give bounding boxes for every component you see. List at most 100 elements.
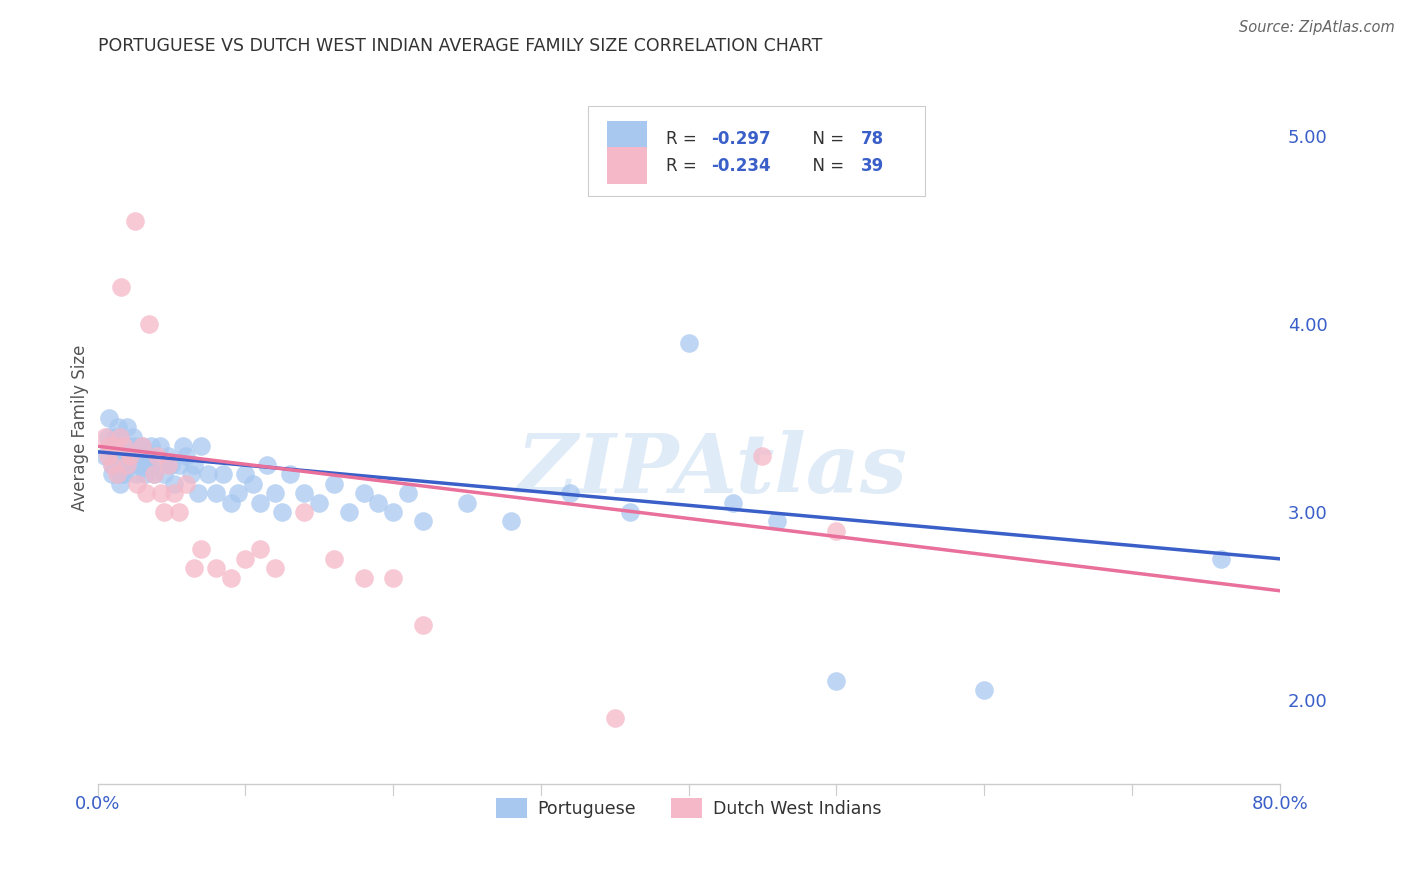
Point xyxy=(101,458,124,472)
Point xyxy=(121,449,143,463)
Point xyxy=(167,458,190,472)
Point xyxy=(134,467,156,482)
Text: ZIPAtlas: ZIPAtlas xyxy=(517,430,908,510)
Point xyxy=(105,449,128,463)
Point xyxy=(308,495,330,509)
Point xyxy=(183,458,205,472)
Point xyxy=(219,571,242,585)
Point xyxy=(603,711,626,725)
Point xyxy=(219,495,242,509)
Point xyxy=(172,439,194,453)
Point xyxy=(132,458,155,472)
Point xyxy=(104,439,127,453)
Point xyxy=(94,449,117,463)
Point xyxy=(150,486,173,500)
Point xyxy=(120,449,142,463)
Point xyxy=(138,458,160,472)
Point xyxy=(117,439,139,453)
Point xyxy=(249,542,271,557)
Point xyxy=(108,430,131,444)
Point xyxy=(233,467,256,482)
Point xyxy=(396,486,419,500)
Point xyxy=(323,551,346,566)
Point xyxy=(111,458,134,472)
Point xyxy=(294,486,316,500)
Point xyxy=(204,561,226,575)
Text: 78: 78 xyxy=(862,130,884,148)
Point xyxy=(124,439,146,453)
Point xyxy=(187,486,209,500)
Point xyxy=(142,467,165,482)
Point xyxy=(825,524,848,538)
Point xyxy=(264,486,287,500)
Point xyxy=(98,439,121,453)
Point xyxy=(131,439,153,453)
Point xyxy=(107,420,129,434)
Point xyxy=(120,458,142,472)
Point xyxy=(115,458,138,472)
Point xyxy=(367,495,389,509)
Point xyxy=(112,439,135,453)
Point xyxy=(226,486,249,500)
Point xyxy=(108,467,131,482)
Text: PORTUGUESE VS DUTCH WEST INDIAN AVERAGE FAMILY SIZE CORRELATION CHART: PORTUGUESE VS DUTCH WEST INDIAN AVERAGE … xyxy=(97,37,823,55)
Point xyxy=(142,467,165,482)
Point xyxy=(1209,551,1232,566)
Point xyxy=(190,542,212,557)
Point xyxy=(160,458,183,472)
Point xyxy=(278,467,301,482)
Point xyxy=(271,505,294,519)
Point xyxy=(98,411,121,425)
Point xyxy=(110,279,132,293)
Point xyxy=(153,467,176,482)
Text: R =: R = xyxy=(666,157,702,175)
Point xyxy=(233,551,256,566)
FancyBboxPatch shape xyxy=(607,147,647,184)
Point xyxy=(122,430,145,444)
Point xyxy=(101,439,124,453)
Point xyxy=(163,486,186,500)
Point xyxy=(153,505,176,519)
FancyBboxPatch shape xyxy=(588,106,925,195)
Point xyxy=(183,561,205,575)
Point xyxy=(108,439,131,453)
Point xyxy=(104,430,127,444)
Point xyxy=(249,495,271,509)
Point xyxy=(180,467,202,482)
Point xyxy=(163,476,186,491)
Point xyxy=(167,505,190,519)
Point xyxy=(131,439,153,453)
Point xyxy=(242,476,264,491)
Point xyxy=(157,458,180,472)
Text: Source: ZipAtlas.com: Source: ZipAtlas.com xyxy=(1239,20,1395,35)
Point xyxy=(124,214,146,228)
Text: -0.297: -0.297 xyxy=(711,130,770,148)
Point xyxy=(825,673,848,688)
Point xyxy=(382,505,405,519)
Point xyxy=(127,476,149,491)
Text: R =: R = xyxy=(666,130,702,148)
Point xyxy=(323,476,346,491)
Point xyxy=(174,476,197,491)
Point xyxy=(97,430,120,444)
Point xyxy=(105,467,128,482)
Text: 39: 39 xyxy=(862,157,884,175)
Point xyxy=(456,495,478,509)
Text: N =: N = xyxy=(801,130,849,148)
Point xyxy=(353,571,375,585)
Point xyxy=(766,514,789,528)
Text: -0.234: -0.234 xyxy=(711,157,770,175)
Point xyxy=(127,449,149,463)
Legend: Portuguese, Dutch West Indians: Portuguese, Dutch West Indians xyxy=(489,791,889,825)
Point xyxy=(94,430,117,444)
Point xyxy=(204,486,226,500)
Point xyxy=(560,486,582,500)
Point xyxy=(128,458,150,472)
Point xyxy=(101,467,124,482)
FancyBboxPatch shape xyxy=(607,120,647,158)
Point xyxy=(294,505,316,519)
Point xyxy=(145,449,167,463)
Point xyxy=(97,449,120,463)
Point xyxy=(337,505,360,519)
Point xyxy=(412,514,434,528)
